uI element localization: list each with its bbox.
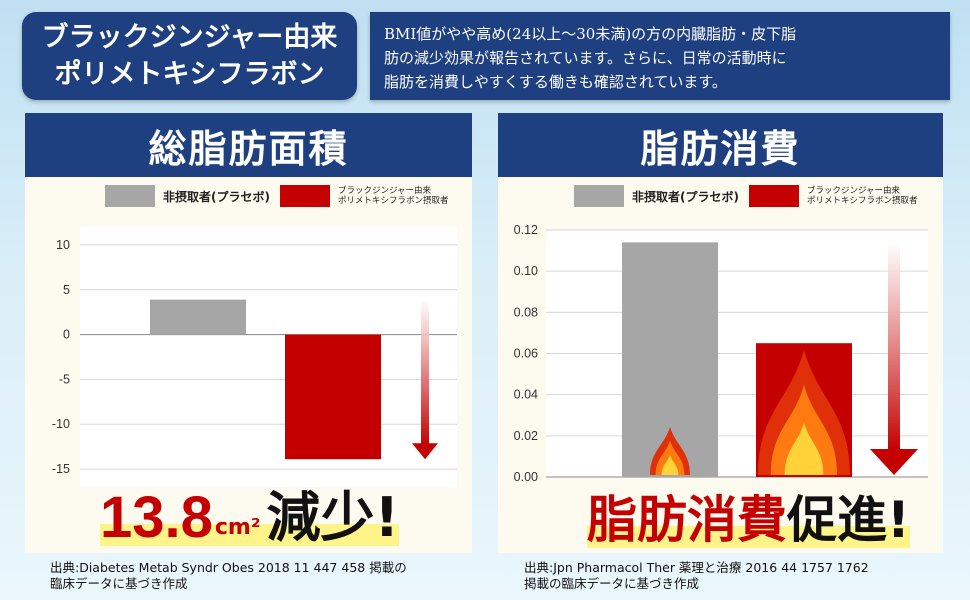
y-tick-label: 0.00 — [514, 470, 538, 484]
y-tick-label: -15 — [52, 462, 70, 476]
legend: 非摂取者(プラセボ) ブラックジンジャー由来 ポリメトキシフラボン摂取者 — [105, 185, 449, 207]
consumption-text-black: 促進! — [787, 491, 910, 549]
intro-line-2: 肪の減少効果が報告されています。さらに、日常の活動時に — [384, 49, 787, 67]
consumption-text-red: 脂肪消費 — [587, 491, 787, 549]
badge-line-1: ブラックジンジャー由来 — [41, 22, 338, 53]
legend-swatch-placebo — [574, 185, 624, 207]
y-tick-label: 0.08 — [514, 305, 538, 319]
down-arrow-head — [412, 443, 438, 460]
legend-swatch-treated — [279, 185, 330, 207]
y-tick-label: 0 — [63, 328, 70, 342]
y-tick-label: 0.12 — [514, 223, 538, 237]
fat-area-chart: 10 5 0 -5 -10 -15 — [52, 227, 457, 487]
legend: 非摂取者(プラセボ) ブラックジンジャー由来 ポリメトキシフラボン摂取者 — [574, 185, 918, 207]
plot-area — [80, 227, 457, 487]
product-badge: ブラックジンジャー由来 ポリメトキシフラボン — [22, 12, 357, 100]
badge-line-2: ポリメトキシフラボン — [54, 59, 325, 90]
legend-label-treated: ブラックジンジャー由来 ポリメトキシフラボン摂取者 — [806, 186, 918, 206]
legend-swatch-treated — [748, 185, 799, 207]
down-arrow-shaft — [888, 242, 900, 451]
reduction-text: 減少! — [266, 486, 400, 549]
reduction-callout: 13.8 cm² 減少! — [100, 478, 400, 550]
legend-label-treated: ブラックジンジャー由来 ポリメトキシフラボン摂取者 — [337, 186, 449, 206]
intro-box: BMI値がやや高め(24以上〜30未満)の方の内臓脂肪・皮下脂 肪の減少効果が報… — [370, 12, 950, 100]
down-arrow-shaft — [421, 299, 429, 446]
fat-consumption-title: 脂肪消費 — [498, 113, 943, 177]
highlight-bar — [100, 524, 400, 546]
y-tick-label: 10 — [56, 238, 70, 252]
intro-line-1: BMI値がやや高め(24以上〜30未満)の方の内臓脂肪・皮下脂 — [384, 25, 797, 43]
legend-label-placebo: 非摂取者(プラセボ) — [632, 189, 739, 204]
bar-treated — [285, 334, 381, 460]
highlight-bar — [587, 526, 910, 548]
source-left: 出典:Diabetes Metab Syndr Obes 2018 11 447… — [50, 560, 407, 591]
fat-consumption-chart-body: 非摂取者(プラセボ) ブラックジンジャー由来 ポリメトキシフラボン摂取者 0.12… — [498, 177, 943, 553]
intro-line-3: 脂肪を消費しやすくする働きも確認されています。 — [384, 73, 727, 91]
consumption-callout: 脂肪消費 促進! — [587, 480, 910, 550]
y-tick-label: -10 — [52, 417, 70, 431]
reduction-value: 13.8 — [100, 485, 213, 550]
fat-consumption-panel: 脂肪消費 非摂取者(プラセボ) ブラックジンジャー由来 ポリメトキシフラボン摂取者… — [498, 113, 943, 553]
legend-label-placebo: 非摂取者(プラセボ) — [163, 189, 270, 204]
small-flame-icon — [650, 427, 690, 475]
reduction-unit: cm² — [214, 515, 261, 540]
down-arrow-head — [870, 449, 918, 475]
y-tick-label: 0.10 — [514, 264, 538, 278]
y-tick-label: 0.06 — [514, 347, 538, 361]
legend-swatch-placebo — [105, 185, 155, 207]
y-tick-label: -5 — [59, 372, 70, 386]
fat-area-panel: 総脂肪面積 非摂取者(プラセボ) ブラックジンジャー由来 ポリメトキシフラボン摂取… — [25, 113, 472, 553]
y-tick-label: 5 — [63, 283, 70, 297]
y-tick-label: 0.02 — [514, 429, 538, 443]
source-right: 出典:Jpn Pharmacol Ther 薬理と治療 2016 44 1757… — [524, 560, 869, 591]
fat-area-title: 総脂肪面積 — [25, 113, 472, 177]
fat-area-chart-body: 非摂取者(プラセボ) ブラックジンジャー由来 ポリメトキシフラボン摂取者 10 5 0… — [25, 177, 472, 553]
y-tick-label: 0.04 — [514, 388, 538, 402]
bar-placebo — [150, 299, 246, 335]
fat-consumption-chart: 0.12 0.10 0.08 0.06 0.04 0.02 0.00 — [514, 223, 928, 484]
large-flame-icon — [758, 350, 850, 475]
